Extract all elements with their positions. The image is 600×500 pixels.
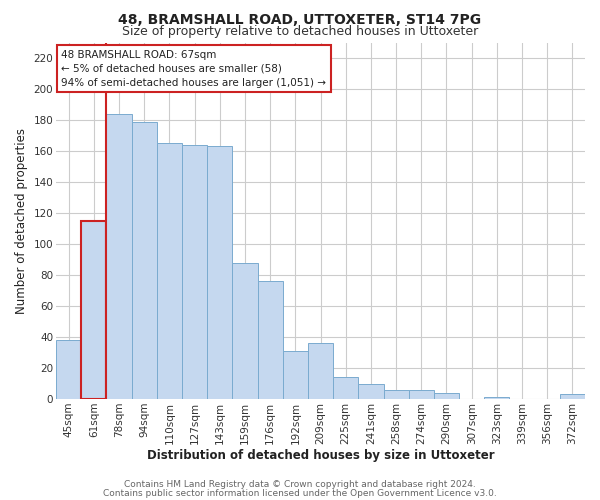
Bar — [434, 393, 459, 399]
X-axis label: Distribution of detached houses by size in Uttoxeter: Distribution of detached houses by size … — [147, 450, 494, 462]
Text: Contains HM Land Registry data © Crown copyright and database right 2024.: Contains HM Land Registry data © Crown c… — [124, 480, 476, 489]
Bar — [56, 340, 81, 399]
Bar — [409, 390, 434, 399]
Bar — [257, 281, 283, 399]
Text: 48 BRAMSHALL ROAD: 67sqm
← 5% of detached houses are smaller (58)
94% of semi-de: 48 BRAMSHALL ROAD: 67sqm ← 5% of detache… — [61, 50, 326, 88]
Bar — [182, 145, 207, 399]
Bar — [383, 390, 409, 399]
Bar — [358, 384, 383, 399]
Bar — [283, 351, 308, 399]
Bar — [560, 394, 585, 399]
Bar — [333, 378, 358, 399]
Bar — [308, 343, 333, 399]
Bar — [232, 262, 257, 399]
Bar — [484, 398, 509, 399]
Bar — [157, 144, 182, 399]
Text: Contains public sector information licensed under the Open Government Licence v3: Contains public sector information licen… — [103, 488, 497, 498]
Bar — [207, 146, 232, 399]
Text: 48, BRAMSHALL ROAD, UTTOXETER, ST14 7PG: 48, BRAMSHALL ROAD, UTTOXETER, ST14 7PG — [118, 12, 482, 26]
Bar — [106, 114, 131, 399]
Bar — [131, 122, 157, 399]
Text: Size of property relative to detached houses in Uttoxeter: Size of property relative to detached ho… — [122, 25, 478, 38]
Bar — [81, 221, 106, 399]
Y-axis label: Number of detached properties: Number of detached properties — [15, 128, 28, 314]
